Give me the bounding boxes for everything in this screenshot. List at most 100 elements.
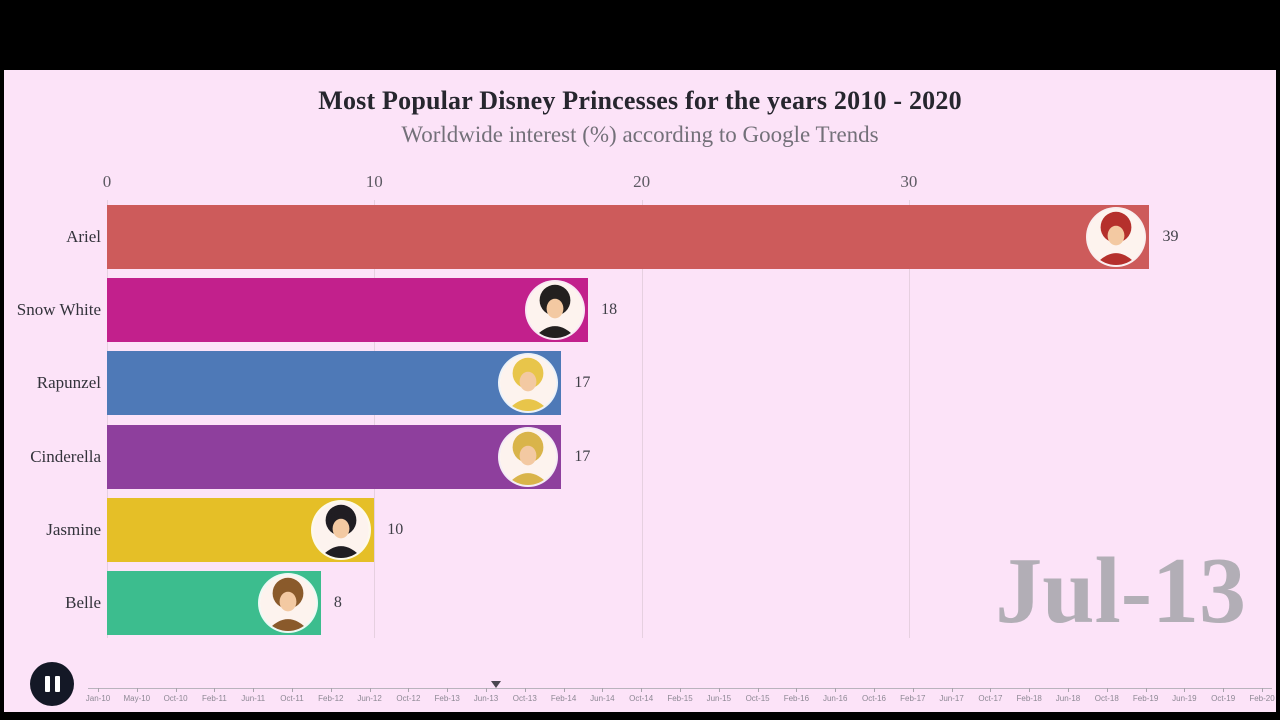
timeline-tick [136,688,138,692]
timeline-tick-label: Feb-16 [783,694,810,703]
category-label: Snow White [16,300,101,320]
bar-row: Snow White 18 [4,278,1276,343]
princess-avatar [313,501,370,558]
timeline-tick-label: Feb-19 [1132,694,1159,703]
timeline-tick-label: Feb-15 [667,694,693,703]
gridline [908,200,910,638]
value-label: 17 [574,374,591,392]
timeline-tick-label: Jun-17 [939,694,964,703]
timeline-tick-label: Feb-17 [900,694,926,703]
timeline-tick-label: May-10 [123,694,151,703]
category-label: Ariel [66,227,101,246]
timeline-handle[interactable] [491,681,501,688]
category-label: Jasmine [46,519,101,539]
x-axis-tick-label: 10 [365,172,383,191]
gridline [641,200,643,638]
timeline-tick [1029,688,1031,692]
timeline-tick-label: Feb-12 [318,694,344,703]
timeline-tick [757,688,759,692]
timeline-tick [524,688,526,692]
timeline-tick-label: Feb-20 [1249,694,1275,703]
bar[interactable] [107,278,589,343]
value-label: 8 [333,594,342,611]
timeline-tick [330,688,332,692]
x-axis-tick-label: 30 [900,172,918,191]
princess-avatar [500,355,557,412]
timeline-tick-label: Feb-11 [202,694,227,703]
timeline-tick [1262,688,1263,692]
timeline-tick [1106,688,1108,692]
x-axis-tick-label: 20 [633,172,651,191]
category-label: Belle [65,593,101,612]
princess-avatar [500,428,557,485]
pause-button[interactable] [30,662,74,706]
bar[interactable] [107,351,562,416]
category-label: Rapunzel [36,373,101,393]
timeline-tick [369,688,371,692]
value-label: 10 [387,520,404,538]
pause-bar [44,676,50,692]
timeline-tick [641,688,643,692]
bar-row: Cinderella 17 [4,424,1276,489]
value-label: 17 [574,447,591,465]
timeline-tick-label: Jun-14 [590,694,615,703]
timeline-tick-label: Jun-11 [241,694,266,703]
bar[interactable] [107,205,1150,269]
timeline-tick [1223,688,1225,692]
gridline [107,200,108,638]
gridline [374,200,376,638]
princess-avatar [1088,209,1145,265]
timeline-tick-label: Jun-16 [822,694,848,703]
pause-icon [44,676,60,692]
timeline-tick [175,688,177,692]
timeline-tick-label: Oct-19 [1211,694,1236,703]
timeline-tick [874,688,875,692]
timeline-tick [1068,688,1069,692]
timeline-tick [1184,688,1186,692]
timeline-tick-label: Oct-10 [163,694,188,703]
timeline-tick [1145,688,1147,692]
timeline-tick [796,688,798,692]
timeline-tick [408,688,410,692]
timeline-tick-label: Jun-13 [473,694,499,703]
timeline-tick [486,688,487,692]
bar-row: Rapunzel 17 [4,351,1276,416]
bar[interactable] [107,424,562,489]
timeline-tick [253,688,255,692]
bar-row: Jasmine 10 [4,497,1276,562]
value-label: 18 [601,301,618,319]
timeline-tick-label: Oct-16 [861,694,887,703]
timeline-tick [292,688,293,692]
princess-avatar [527,282,584,339]
timeline-tick [912,688,914,692]
timeline-slider[interactable]: Jan-10 May-10 Oct-10 Feb-11 Jun-11 Oct-11 Feb-… [86,678,1275,712]
timeline-tick-label: Oct-17 [978,694,1003,703]
bar-row: Ariel 39 [4,205,1276,269]
timeline-tick-label: Oct-13 [512,694,537,703]
timeline-tick-label: Oct-14 [629,694,654,703]
timeline-tick [563,688,565,692]
timeline-tick [447,688,449,692]
timeline-tick [214,688,216,692]
timeline-tick-label: Feb-14 [550,694,577,703]
pause-bar [54,676,60,692]
timeline-tick [835,688,837,692]
timeline-tick-label: Jun-18 [1055,694,1081,703]
timeline-tick-label: Jun-15 [706,694,732,703]
timeline-tick-label: Jun-19 [1172,694,1197,703]
timeline-tick [98,688,99,692]
chart-subtitle: Worldwide interest (%) according to Goog… [401,122,879,147]
timeline-tick [718,688,720,692]
chart-canvas: Most Popular Disney Princesses for the y… [4,70,1276,712]
timeline-tick [951,688,953,692]
timeline-tick-label: Feb-13 [434,694,460,703]
timeline-tick [602,688,604,692]
timeline-tick-label: Oct-12 [396,694,421,703]
timeline-tick-label: Jun-12 [357,694,382,703]
category-label: Cinderella [30,446,101,466]
timeline-tick [680,688,681,692]
timeline-tick [990,688,992,692]
timeline-tick-label: Oct-15 [745,694,770,703]
bar-row: Belle 8 [4,571,1276,635]
